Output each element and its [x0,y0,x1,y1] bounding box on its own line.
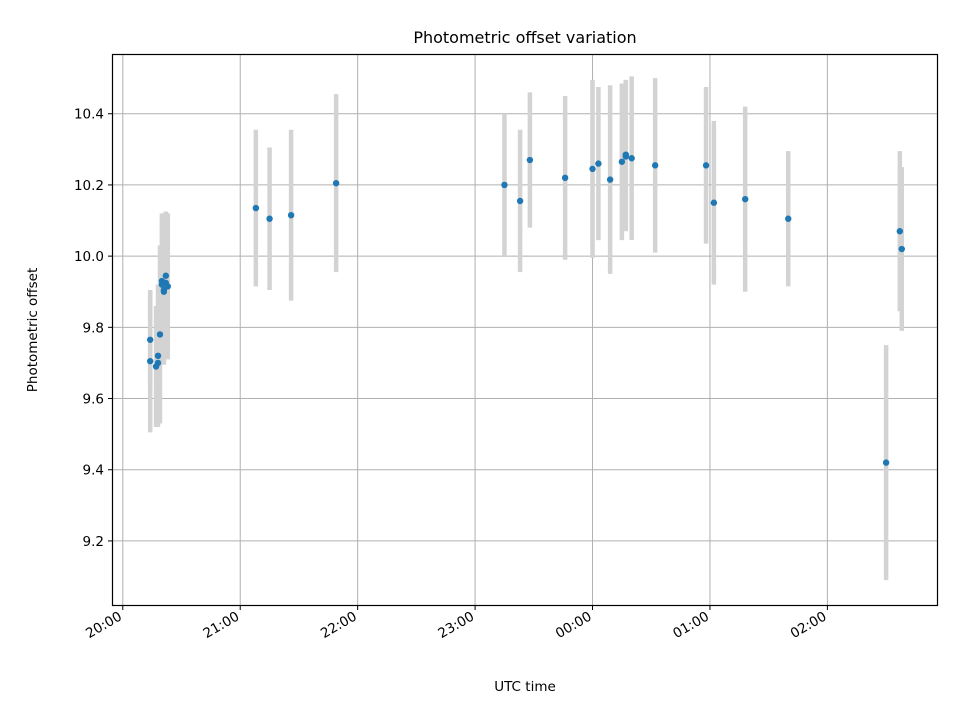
data-point [622,151,629,158]
data-point [160,288,168,295]
data-point [146,357,154,365]
data-point [651,162,659,169]
data-point [526,156,534,164]
data-point [501,181,508,189]
data-point [252,204,260,212]
data-point [154,352,162,360]
y-tick-label: 9.8 [83,320,104,336]
plot-frame [111,53,939,607]
data-point [332,179,340,187]
chart-title: Photometric offset variation [413,28,636,47]
x-axis-label: UTC time [494,679,556,695]
data-point [628,155,635,162]
data-point [287,211,295,219]
data-point [898,245,905,253]
data-point [154,359,162,367]
data-point [710,199,718,206]
data-point [882,459,890,466]
data-point [266,215,273,222]
y-axis-ticks: 9.2 9.4 9.6 9.8 10.0 10.2 10.4 [74,107,113,550]
y-tick-label: 9.6 [83,392,104,408]
data-point [156,331,164,338]
data-point [896,228,904,235]
data-point [516,197,524,205]
data-point [561,174,569,182]
grid-lines [113,55,937,605]
y-tick-label: 9.4 [83,463,104,479]
data-point [785,215,792,222]
data-point [146,336,154,343]
y-tick-label: 10.0 [74,249,104,265]
y-tick-label: 10.2 [74,178,104,194]
y-tick-label: 10.4 [74,107,104,123]
data-point [162,272,170,279]
y-axis-label: Photometric offset [25,268,41,392]
data-point [618,158,626,165]
data-point [164,283,172,290]
data-point [741,195,749,203]
data-points [146,151,905,466]
data-point [589,165,596,173]
data-point [595,160,602,167]
y-tick-label: 9.2 [83,534,104,550]
data-point [702,162,710,169]
data-point [606,176,614,183]
